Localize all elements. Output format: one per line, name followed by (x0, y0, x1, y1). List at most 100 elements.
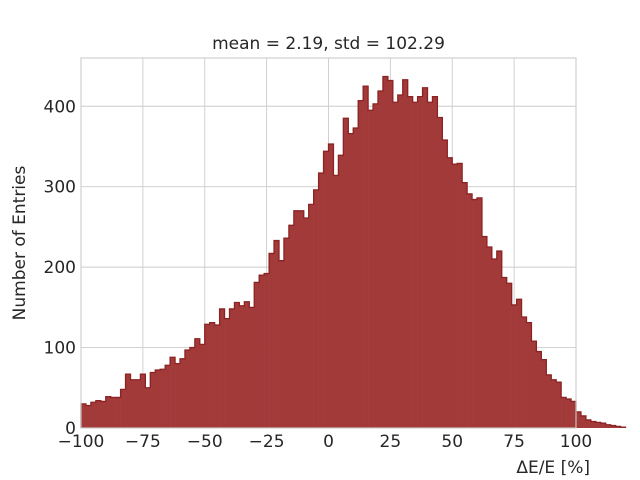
x-tick-label: 100 (560, 432, 592, 452)
histogram-bar (457, 163, 463, 428)
histogram-bar (546, 374, 552, 428)
histogram-bar (556, 382, 562, 428)
histogram-bar (427, 102, 433, 428)
histogram-bar (165, 365, 171, 428)
histogram-bar (580, 415, 587, 428)
histogram-bar (343, 118, 349, 429)
histogram-bar (467, 193, 473, 428)
histogram-bar (95, 400, 102, 428)
histogram-bar (496, 251, 503, 428)
histogram-bar (373, 103, 379, 428)
histogram-bar (81, 403, 87, 428)
histogram-bar (526, 322, 532, 428)
histogram-bar (283, 238, 290, 428)
x-tick-label: −100 (58, 432, 105, 452)
histogram-bar (90, 402, 97, 428)
histogram-bar (442, 140, 448, 429)
x-tick-label: 50 (441, 432, 463, 452)
x-tick-label: −75 (125, 432, 161, 452)
histogram-bar (511, 304, 517, 428)
histogram-bar (447, 157, 453, 428)
histogram-bar (412, 102, 418, 428)
histogram-bar (576, 411, 582, 428)
histogram-bar (229, 308, 235, 428)
x-tick-label: −25 (249, 432, 285, 452)
histogram-bar (353, 127, 359, 428)
histogram-bar (269, 253, 275, 428)
histogram-bar (199, 344, 206, 428)
histogram-bar (323, 151, 329, 428)
histogram-bar (506, 283, 512, 428)
histogram-bar (541, 359, 547, 428)
histogram-bars (81, 76, 626, 429)
histogram-bar (491, 259, 498, 428)
histogram-bar (368, 110, 374, 429)
histogram-bar (264, 273, 270, 428)
histogram-bar (145, 387, 151, 428)
histogram-bar (184, 349, 191, 428)
histogram-bar (219, 308, 225, 428)
y-tick-label: 400 (44, 97, 76, 117)
histogram-bar (501, 277, 507, 428)
histogram-bar (110, 397, 116, 428)
histogram-bar (477, 197, 483, 428)
histogram-bar (288, 225, 295, 428)
histogram-bar (140, 374, 146, 428)
histogram-bar (105, 396, 111, 428)
histogram-bar (298, 210, 305, 428)
histogram-bar (204, 324, 210, 428)
histogram-bar (189, 347, 196, 428)
histogram-bar (274, 240, 280, 428)
histogram-bar (378, 90, 384, 428)
histogram-bar (214, 325, 220, 428)
histogram-bar (481, 236, 488, 428)
y-tick-label: 200 (44, 258, 76, 278)
x-tick-label: 75 (503, 432, 525, 452)
histogram-bar (432, 96, 438, 428)
histogram-bar (224, 318, 230, 428)
histogram-bar (348, 133, 354, 428)
histogram-bar (333, 175, 339, 428)
plot-frame (80, 57, 577, 429)
histogram-bar (180, 358, 186, 428)
histogram-bar (194, 338, 201, 428)
histogram-bar (472, 199, 478, 428)
histogram-bar (175, 363, 181, 428)
histogram-bar (387, 80, 394, 429)
histogram-bar (303, 218, 309, 428)
histogram-bar (130, 379, 136, 428)
histogram-bar (125, 374, 131, 428)
histogram-bar (279, 260, 285, 428)
histogram-bar (437, 117, 443, 429)
histogram-bar (363, 86, 369, 429)
histogram-bar (571, 401, 577, 428)
histogram-bar (313, 189, 319, 428)
histogram-bar (358, 100, 364, 428)
histogram-bar (115, 397, 121, 428)
histogram-bar (452, 164, 458, 428)
histogram-bar (120, 389, 126, 428)
histogram-bar (382, 76, 389, 428)
histogram-bar (610, 425, 616, 428)
histogram-bar (239, 305, 245, 428)
histogram-bar (595, 422, 602, 428)
histogram-bar (561, 397, 567, 428)
histogram-bar (209, 322, 215, 428)
histogram-bar (536, 351, 542, 428)
histogram-bar (135, 379, 141, 428)
histogram-bar (259, 275, 265, 428)
chart-title: mean = 2.19, std = 102.29 (212, 34, 445, 54)
histogram-bar (160, 369, 166, 428)
histogram-bar (462, 182, 468, 428)
histogram-bar (566, 399, 572, 428)
x-tick-label: −50 (187, 432, 223, 452)
histogram-bar (308, 204, 314, 428)
y-tick-labels: 0 100 200 300 400 (44, 97, 76, 439)
x-tick-labels: −100 −75 −50 −25 0 25 50 75 100 (58, 432, 593, 452)
histogram-bar (318, 173, 324, 428)
histogram-bar (85, 405, 92, 428)
histogram-bar (600, 423, 606, 428)
histogram-bar (293, 210, 300, 428)
x-tick-label: 25 (380, 432, 402, 452)
